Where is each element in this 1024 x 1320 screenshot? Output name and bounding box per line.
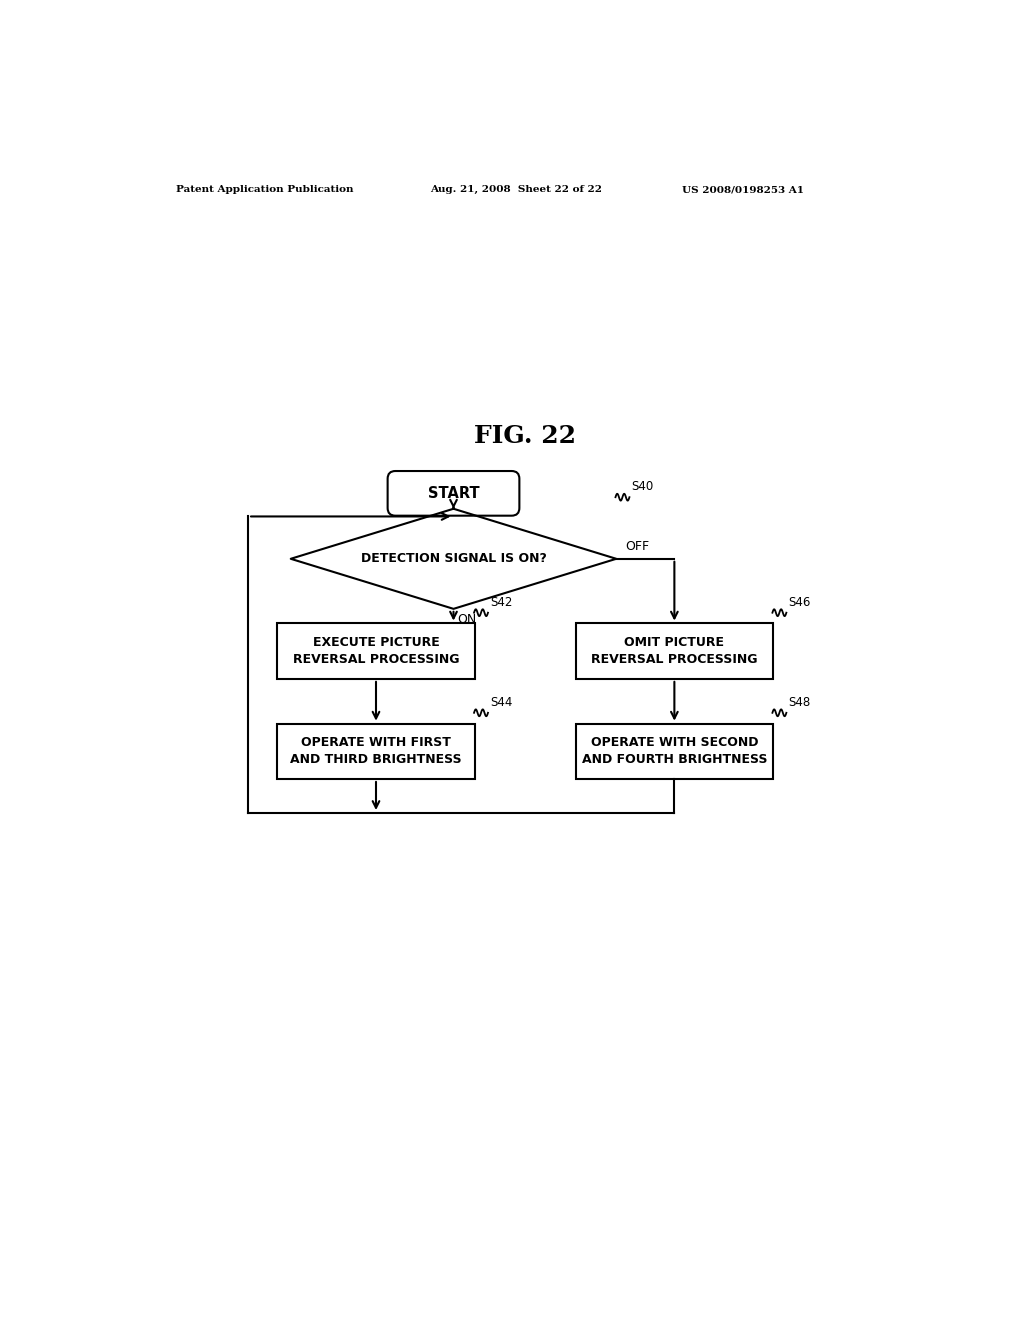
- Text: Patent Application Publication: Patent Application Publication: [176, 185, 353, 194]
- Text: OFF: OFF: [626, 540, 649, 553]
- Text: S40: S40: [632, 480, 654, 494]
- Text: DETECTION SIGNAL IS ON?: DETECTION SIGNAL IS ON?: [360, 552, 547, 565]
- Text: Aug. 21, 2008  Sheet 22 of 22: Aug. 21, 2008 Sheet 22 of 22: [430, 185, 602, 194]
- FancyBboxPatch shape: [388, 471, 519, 516]
- FancyBboxPatch shape: [278, 623, 475, 678]
- Text: S48: S48: [788, 696, 811, 709]
- Text: OPERATE WITH FIRST
AND THIRD BRIGHTNESS: OPERATE WITH FIRST AND THIRD BRIGHTNESS: [290, 737, 462, 767]
- Text: S42: S42: [490, 595, 513, 609]
- Text: FIG. 22: FIG. 22: [474, 424, 575, 447]
- Text: OPERATE WITH SECOND
AND FOURTH BRIGHTNESS: OPERATE WITH SECOND AND FOURTH BRIGHTNES…: [582, 737, 767, 767]
- Text: S44: S44: [490, 696, 513, 709]
- Text: US 2008/0198253 A1: US 2008/0198253 A1: [682, 185, 804, 194]
- Text: EXECUTE PICTURE
REVERSAL PROCESSING: EXECUTE PICTURE REVERSAL PROCESSING: [293, 636, 459, 667]
- Text: OMIT PICTURE
REVERSAL PROCESSING: OMIT PICTURE REVERSAL PROCESSING: [591, 636, 758, 667]
- FancyBboxPatch shape: [278, 723, 475, 779]
- FancyBboxPatch shape: [575, 723, 773, 779]
- Text: S46: S46: [788, 595, 811, 609]
- Text: START: START: [428, 486, 479, 500]
- FancyBboxPatch shape: [575, 623, 773, 678]
- Text: ON: ON: [458, 612, 476, 626]
